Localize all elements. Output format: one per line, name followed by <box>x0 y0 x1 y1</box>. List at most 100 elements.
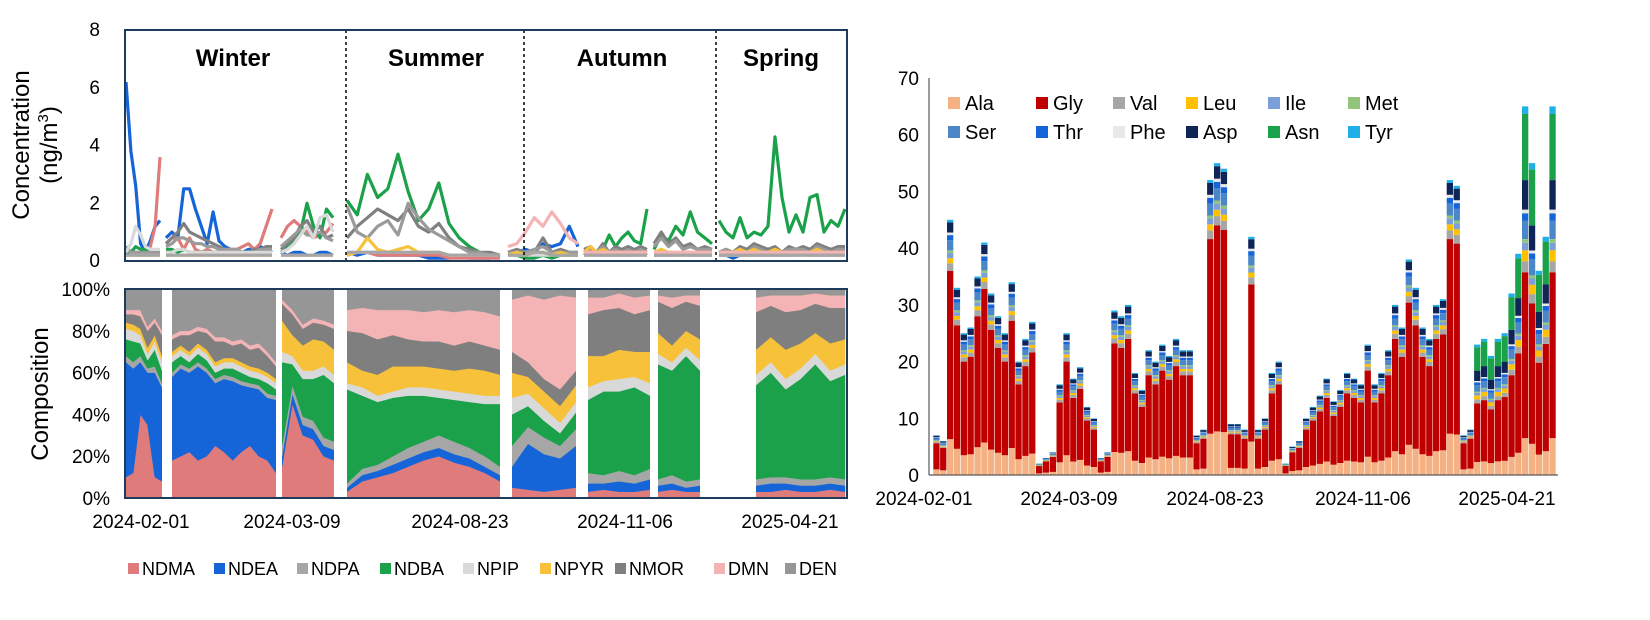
bar-thr <box>1015 368 1022 371</box>
bar-ile <box>1166 371 1173 374</box>
bar-gly <box>1316 411 1323 464</box>
bar-asp <box>1316 396 1323 400</box>
bar-leu <box>1460 441 1467 443</box>
bar-phe <box>967 334 974 337</box>
bar-thr <box>1275 368 1282 371</box>
bar-asn <box>1542 241 1549 285</box>
bar-ile <box>1118 336 1125 340</box>
bar-thr <box>1138 395 1145 397</box>
bar-ile <box>1528 278 1536 285</box>
bar-tyr <box>1172 338 1180 341</box>
bar-ala <box>1296 470 1303 475</box>
bar-phe <box>1255 431 1262 433</box>
bar-tyr <box>933 435 940 436</box>
bar-thr <box>1159 352 1166 355</box>
bar-tyr <box>1261 418 1269 419</box>
bar-val <box>1392 333 1399 339</box>
bar-phe <box>1261 421 1269 422</box>
concentration-y-tick: 2 <box>89 193 100 214</box>
bar-met <box>1501 384 1508 386</box>
bar-met <box>1378 385 1385 387</box>
bar-asp <box>1350 379 1358 384</box>
bar-met <box>1316 405 1323 406</box>
bar-ser <box>1056 391 1063 396</box>
bar-leu <box>1535 350 1542 357</box>
bar-met <box>1289 450 1296 451</box>
bar-thr <box>1323 384 1330 387</box>
bar-asp <box>1426 340 1433 346</box>
bar-thr <box>1268 379 1275 381</box>
bar-ser <box>1104 454 1111 455</box>
bar-tyr <box>1522 106 1529 114</box>
bar-tyr <box>1433 304 1440 307</box>
bar-asp <box>933 435 940 438</box>
bar-leu <box>1364 364 1371 367</box>
bar-asp <box>1344 373 1351 378</box>
season-label-winter: Winter <box>196 45 270 72</box>
bar-val <box>1378 390 1385 394</box>
concentration-series-lines <box>124 81 847 260</box>
bar-gly <box>1152 384 1159 460</box>
bar-met <box>1522 239 1529 243</box>
bar-thr <box>1316 400 1323 402</box>
bar-tyr <box>1508 293 1515 298</box>
legend-label-ndpa: NDPA <box>311 559 360 579</box>
bar-met <box>1015 375 1022 377</box>
bar-ser <box>1549 220 1556 239</box>
bar-ile <box>1261 425 1269 427</box>
bar-ile <box>1405 287 1412 292</box>
bar-ala <box>1042 472 1050 475</box>
legend-swatch-ala <box>948 97 960 109</box>
bar-phe <box>1426 345 1433 348</box>
bar-asp <box>974 278 981 287</box>
bar-leu <box>988 320 995 325</box>
bar-ala <box>1104 471 1111 475</box>
bar-met <box>1090 425 1097 426</box>
bar-phe <box>1419 334 1426 337</box>
bar-asp <box>1186 351 1193 357</box>
bar-val <box>1398 352 1406 357</box>
bar-ala <box>1433 451 1440 475</box>
bar-leu <box>1036 465 1043 466</box>
bar-ala <box>1309 465 1317 475</box>
bar-ala <box>1214 431 1221 475</box>
line-ndpa <box>508 250 578 257</box>
bar-gly <box>974 316 981 448</box>
bar-tyr <box>1501 333 1508 336</box>
bar-leu <box>1152 378 1159 381</box>
bar-tyr <box>1344 372 1351 374</box>
bar-leu <box>1049 455 1056 457</box>
bar-val <box>981 282 988 289</box>
bar-met <box>933 440 940 441</box>
bar-thr <box>1398 336 1406 340</box>
bar-ser <box>1474 385 1481 392</box>
bar-gly <box>1467 438 1474 469</box>
amino-y-tick: 60 <box>898 126 919 147</box>
bar-val <box>1522 261 1529 273</box>
bar-phe <box>1296 442 1303 444</box>
bar-ala <box>1275 459 1282 475</box>
bar-asp <box>988 295 995 303</box>
bar-phe <box>1008 291 1015 294</box>
composition-x-tick: 2024-02-01 <box>92 512 189 533</box>
bar-phe <box>1275 367 1282 369</box>
bar-tyr <box>940 441 947 442</box>
bar-met <box>988 315 995 318</box>
bar-ala <box>953 448 961 475</box>
bar-ala <box>1282 473 1289 475</box>
bar-tyr <box>953 287 961 290</box>
composition-y-tick: 40% <box>72 405 110 426</box>
bar-ser <box>1015 370 1022 376</box>
bar-leu <box>1453 229 1460 235</box>
bar-ala <box>940 470 947 475</box>
amino-y-tick: 0 <box>908 466 919 487</box>
bar-gly <box>1255 438 1262 469</box>
bar-thr <box>974 288 981 293</box>
bar-phe <box>1467 431 1474 433</box>
bar-tyr <box>988 293 995 296</box>
bar-ser <box>1337 396 1344 401</box>
bar-gly <box>1029 352 1036 454</box>
bar-leu <box>1090 426 1097 428</box>
bar-asp <box>1015 362 1022 368</box>
bar-gly <box>1398 357 1406 455</box>
